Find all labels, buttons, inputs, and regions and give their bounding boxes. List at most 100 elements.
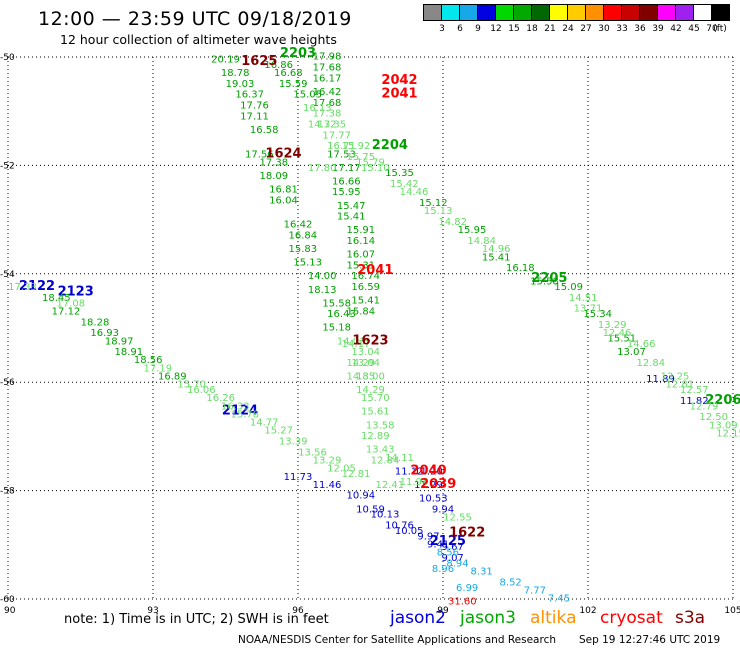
lat-tick-label: -50: [0, 53, 15, 63]
wave-height-label: 14.85: [347, 371, 376, 382]
colorbar-label: 30: [598, 24, 610, 34]
wave-height-label: 18.91: [115, 347, 144, 358]
wave-height-label: 12.79: [690, 401, 719, 412]
wave-height-label: 14.29: [356, 385, 385, 396]
wave-height-label: 9.67: [442, 542, 464, 553]
wave-height-label: 9.97: [417, 531, 439, 542]
wave-height-label: 9.07: [442, 553, 464, 564]
lon-tick-label: 105: [724, 606, 740, 616]
wave-height-label: 16.43: [327, 309, 356, 320]
wave-height-label: 15.18: [322, 323, 351, 334]
wave-height-label: 15.79: [356, 157, 385, 168]
wave-height-label: 16.71: [327, 141, 356, 152]
wave-height-label: 15.83: [289, 244, 318, 255]
wave-height-label: 15.12: [419, 198, 448, 209]
wave-height-label: 15.58: [530, 277, 559, 288]
legend-jason3: jason3: [460, 608, 516, 628]
wave-height-label: 14.03: [337, 336, 366, 347]
lat-tick-label: -52: [0, 161, 15, 171]
wave-height-label: 12.84: [371, 456, 400, 467]
wave-height-label: 13.00: [356, 371, 385, 382]
wave-height-label: 17.35: [318, 119, 347, 130]
lat-tick-label: -56: [0, 378, 15, 388]
wave-height-label: 16.86: [264, 60, 293, 71]
wave-height-label: 11.89: [646, 374, 675, 385]
wave-height-label: 15.47: [337, 201, 366, 212]
pass-time-label: 2206: [705, 393, 740, 408]
wave-height-label: 12.41: [376, 480, 405, 491]
wave-height-label: 13.09: [709, 420, 738, 431]
colorbar-label: 42: [670, 24, 682, 34]
colorbar-label: 3: [439, 24, 445, 34]
wave-height-label: 12.81: [342, 469, 371, 480]
wave-height-label: 12.46: [603, 328, 632, 339]
wave-height-label: 15.92: [342, 141, 371, 152]
wave-height-label: 15.91: [347, 225, 376, 236]
wave-height-label: 11.82: [680, 396, 709, 407]
wave-height-label: 15.35: [385, 168, 414, 179]
wave-height-label: 14.00: [308, 271, 337, 282]
wave-height-label: 16.89: [158, 371, 187, 382]
wave-height-label: 15.59: [279, 79, 308, 90]
wave-height-label: 16.06: [187, 385, 216, 396]
wave-height-label: 17.68: [313, 63, 342, 74]
wave-height-label: 11.94: [400, 477, 429, 488]
wave-height-label: 9.41: [427, 540, 449, 551]
wave-height-label: 15.58: [322, 298, 351, 309]
wave-height-label: 15.84: [347, 306, 376, 317]
wave-height-label: 15.09: [554, 282, 583, 293]
wave-height-label: 13.04: [351, 358, 380, 369]
wave-height-label: 17.53: [327, 149, 356, 160]
pass-time-label: 2041: [357, 263, 393, 278]
wave-height-label: 16.13: [303, 103, 332, 114]
wave-height-label: 16.17: [313, 73, 342, 84]
wave-height-label: 17.08: [57, 298, 86, 309]
wave-height-label: 16.04: [269, 195, 298, 206]
wave-height-label: 11.20: [414, 466, 443, 477]
wave-height-label: 17.76: [240, 100, 269, 111]
colorbar-unit: (ft): [713, 24, 727, 34]
wave-height-label: 12.05: [327, 464, 356, 475]
wave-height-label: 14.82: [438, 217, 467, 228]
wave-height-label: 16.07: [347, 250, 376, 261]
wave-height-label: 16.58: [250, 125, 279, 136]
wave-height-label: 9.94: [432, 504, 454, 515]
pass-time-label: 2042: [381, 73, 417, 88]
colorbar-label: 33: [616, 24, 628, 34]
wave-height-label: 15.95: [458, 225, 487, 236]
wave-height-label: 14.11: [385, 453, 414, 464]
wave-height-label: 11.29: [414, 480, 443, 491]
wave-height-label: 17.12: [52, 306, 81, 317]
wave-height-label: 13.29: [598, 320, 627, 331]
wave-height-label: 15.70: [361, 393, 390, 404]
wave-height-label: 8.56: [437, 548, 459, 559]
wave-height-label: 12.57: [680, 385, 709, 396]
wave-height-label: 17.56: [245, 149, 274, 160]
wave-height-label: 17.33: [8, 282, 37, 293]
pass-time-label: 2205: [531, 271, 567, 286]
legend-cryosat: cryosat: [600, 608, 663, 628]
lon-tick-label: 102: [579, 606, 596, 616]
pass-time-label: 2203: [280, 46, 316, 61]
wave-height-label: 18.13: [308, 285, 337, 296]
colorbar-label: 27: [580, 24, 592, 34]
colorbar-label: 36: [634, 24, 646, 34]
units-note: note: 1) Time is in UTC; 2) SWH is in fe…: [64, 612, 329, 627]
wave-height-label: 14.32: [308, 119, 337, 130]
colorbar-label: 21: [544, 24, 556, 34]
pass-time-label: 2123: [58, 284, 94, 299]
wave-height-label: 15.13: [293, 258, 322, 269]
wave-height-label: 15.41: [482, 252, 511, 263]
wave-height-label: 10.94: [347, 491, 376, 502]
wave-height-label: 16.66: [332, 176, 361, 187]
wave-height-label: 15.41: [337, 212, 366, 223]
wave-height-label: 19.03: [226, 79, 255, 90]
wave-height-label: 20.19: [211, 54, 240, 65]
wave-height-label: 10.76: [385, 521, 414, 532]
wave-height-label: 16.14: [347, 236, 376, 247]
wave-height-label: 16.84: [289, 231, 318, 242]
wave-height-label: 8.94: [446, 558, 468, 569]
legend-jason2: jason2: [390, 608, 446, 628]
pass-time-label: 1625: [241, 54, 277, 69]
